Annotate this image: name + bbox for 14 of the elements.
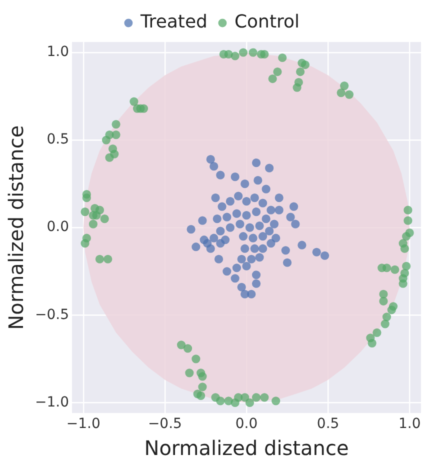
x-tick-label: −0.5	[148, 416, 182, 432]
x-tick-label: 0.0	[235, 416, 258, 432]
x-axis-title: Normalized distance	[144, 436, 349, 460]
y-tick-label: 0.0	[46, 219, 69, 236]
x-tick-label: 1.0	[398, 416, 421, 432]
legend-label: Treated	[139, 12, 208, 33]
x-tick-label: 0.5	[316, 416, 340, 432]
y-tick-label: −0.5	[34, 306, 69, 323]
y-axis-title: Normalized distance	[4, 125, 28, 330]
legend-label: Control	[234, 12, 300, 33]
x-tick-label: −1.0	[66, 416, 100, 432]
y-tick-label: 1.0	[46, 44, 69, 60]
y-tick-label: −1.0	[34, 394, 69, 410]
y-tick-label: 0.5	[46, 132, 69, 148]
